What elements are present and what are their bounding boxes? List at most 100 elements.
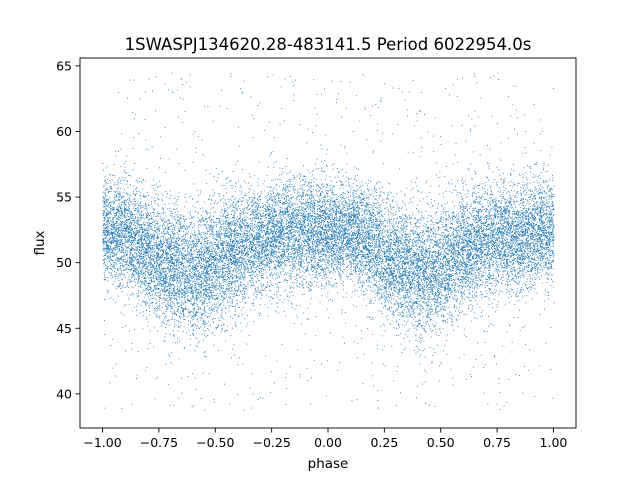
data-point <box>112 248 113 249</box>
data-point <box>267 315 268 316</box>
data-point <box>427 230 428 231</box>
data-point <box>346 217 347 218</box>
data-point <box>253 197 254 198</box>
data-point <box>406 218 407 219</box>
data-point <box>522 242 523 243</box>
data-point <box>534 252 535 253</box>
data-point <box>303 267 304 268</box>
data-point <box>423 322 424 323</box>
data-point <box>547 238 548 239</box>
data-point <box>502 198 503 199</box>
data-point <box>245 302 246 303</box>
data-point <box>481 244 482 245</box>
data-point <box>510 175 511 176</box>
data-point <box>381 214 382 215</box>
data-point <box>469 238 470 239</box>
data-point <box>428 325 429 326</box>
data-point <box>489 242 490 243</box>
data-point <box>266 266 267 267</box>
data-point <box>183 263 184 264</box>
data-point <box>332 223 333 224</box>
data-point <box>125 177 126 178</box>
data-point <box>340 265 341 266</box>
data-point <box>544 204 545 205</box>
data-point <box>506 278 507 279</box>
data-point <box>334 265 335 266</box>
data-point <box>378 260 379 261</box>
data-point <box>175 233 176 234</box>
data-point <box>348 215 349 216</box>
data-point <box>284 208 285 209</box>
data-point <box>355 263 356 264</box>
data-point <box>322 217 323 218</box>
data-point <box>434 229 435 230</box>
data-point <box>385 220 386 221</box>
data-point <box>229 281 230 282</box>
data-point <box>516 278 517 279</box>
data-point <box>287 294 288 295</box>
data-point <box>346 172 347 173</box>
data-point <box>371 204 372 205</box>
data-point <box>226 289 227 290</box>
data-point <box>123 230 124 231</box>
data-point <box>383 241 384 242</box>
data-point <box>177 205 178 206</box>
data-point <box>530 189 531 190</box>
data-point <box>521 261 522 262</box>
data-point <box>383 277 384 278</box>
data-point <box>134 198 135 199</box>
data-point <box>349 256 350 257</box>
data-point <box>221 90 222 91</box>
data-point <box>374 206 375 207</box>
data-point <box>400 314 401 315</box>
data-point <box>515 230 516 231</box>
data-point <box>422 384 423 385</box>
data-point <box>462 198 463 199</box>
data-point <box>404 284 405 285</box>
data-point <box>535 270 536 271</box>
data-point <box>116 241 117 242</box>
data-point <box>385 276 386 277</box>
data-point <box>321 199 322 200</box>
data-point <box>336 182 337 183</box>
data-point <box>503 223 504 224</box>
data-point <box>132 273 133 274</box>
data-point <box>348 208 349 209</box>
data-point <box>553 244 554 245</box>
data-point <box>427 249 428 250</box>
data-point <box>299 250 300 251</box>
data-point <box>184 226 185 227</box>
data-point <box>144 249 145 250</box>
data-point <box>393 230 394 231</box>
data-point <box>305 277 306 278</box>
data-point <box>308 222 309 223</box>
data-point <box>192 333 193 334</box>
data-point <box>488 244 489 245</box>
data-point <box>378 289 379 290</box>
data-point <box>248 270 249 271</box>
data-point <box>294 309 295 310</box>
data-point <box>274 294 275 295</box>
data-point <box>548 269 549 270</box>
data-point <box>197 234 198 235</box>
data-point <box>109 248 110 249</box>
data-point <box>429 231 430 232</box>
data-point <box>323 197 324 198</box>
data-point <box>402 249 403 250</box>
data-point <box>500 261 501 262</box>
data-point <box>178 326 179 327</box>
data-point <box>299 374 300 375</box>
data-point <box>122 214 123 215</box>
data-point <box>201 334 202 335</box>
data-point <box>553 255 554 256</box>
data-point <box>217 293 218 294</box>
data-point <box>148 257 149 258</box>
data-point <box>286 209 287 210</box>
data-point <box>484 331 485 332</box>
data-point <box>346 297 347 298</box>
data-point <box>158 308 159 309</box>
data-point <box>181 301 182 302</box>
data-point <box>357 252 358 253</box>
data-point <box>119 240 120 241</box>
data-point <box>121 204 122 205</box>
